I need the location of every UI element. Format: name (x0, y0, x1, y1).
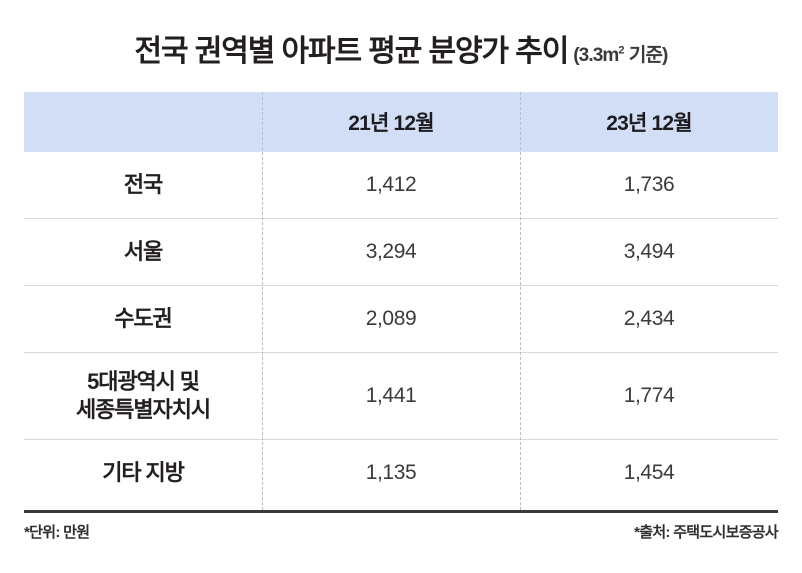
table-header-row: 21년 12월 23년 12월 (24, 92, 778, 152)
cell-other-regions-2021: 1,135 (262, 439, 520, 506)
cell-nationwide-2021: 1,412 (262, 152, 520, 219)
cell-seoul-2023: 3,494 (520, 218, 778, 286)
cell-seoul-2021: 3,294 (262, 218, 520, 286)
table-row: 수도권 2,089 2,434 (24, 285, 778, 353)
cell-five-cities-sejong-2023: 1,774 (520, 352, 778, 440)
table-row: 서울 3,294 3,494 (24, 218, 778, 286)
header-cell-2023-12: 23년 12월 (606, 112, 692, 135)
title-sub-unit: m (602, 45, 619, 66)
title-sub-superscript: 2 (618, 44, 625, 57)
row-label-other-regions: 기타 지방 (24, 439, 262, 506)
table-row: 5대광역시 및 세종특별자치시 1,441 1,774 (24, 352, 778, 440)
cell-nationwide-2023: 1,736 (520, 152, 778, 219)
footer-divider (24, 510, 778, 513)
page-title: 전국 권역별 아파트 평균 분양가 추이 (3.3m2 기준) (0, 26, 802, 70)
row-label-metropolitan-area: 수도권 (24, 285, 262, 353)
row-label-five-cities-sejong: 5대광역시 및 세종특별자치시 (24, 352, 262, 440)
row-label-line1: 5대광역시 및 (87, 369, 200, 395)
header-cell-2021-12: 21년 12월 (348, 112, 434, 135)
title-main-text: 전국 권역별 아파트 평균 분양가 추이 (134, 35, 570, 68)
data-table-wrapper: 21년 12월 23년 12월 전국 1,412 1,736 서울 3,294 … (24, 92, 778, 510)
cell-metropolitan-area-2021: 2,089 (262, 285, 520, 353)
price-table: 21년 12월 23년 12월 전국 1,412 1,736 서울 3,294 … (24, 92, 778, 506)
footer-source-note: *출처: 주택도시보증공사 (634, 524, 779, 541)
header-cell-region (24, 92, 262, 152)
table-row: 전국 1,412 1,736 (24, 152, 778, 219)
cell-other-regions-2023: 1,454 (520, 439, 778, 506)
footer: *단위: 만원 *출처: 주택도시보증공사 (24, 521, 779, 542)
title-sub-text: (3.3m2 기준) (573, 44, 668, 66)
row-label-nationwide: 전국 (24, 152, 262, 219)
table-body: 전국 1,412 1,736 서울 3,294 3,494 수도권 2,089 … (24, 152, 778, 506)
title-sub-suffix: 기준) (624, 45, 668, 66)
table-header: 21년 12월 23년 12월 (24, 92, 778, 152)
cell-five-cities-sejong-2021: 1,441 (262, 352, 520, 440)
row-label-line2: 세종특별자치시 (76, 397, 211, 422)
footer-unit-note: *단위: 만원 (24, 524, 90, 541)
cell-metropolitan-area-2023: 2,434 (520, 285, 778, 353)
table-row: 기타 지방 1,135 1,454 (24, 439, 778, 506)
title-sub-prefix: (3.3 (573, 45, 603, 66)
row-label-seoul: 서울 (24, 218, 262, 286)
